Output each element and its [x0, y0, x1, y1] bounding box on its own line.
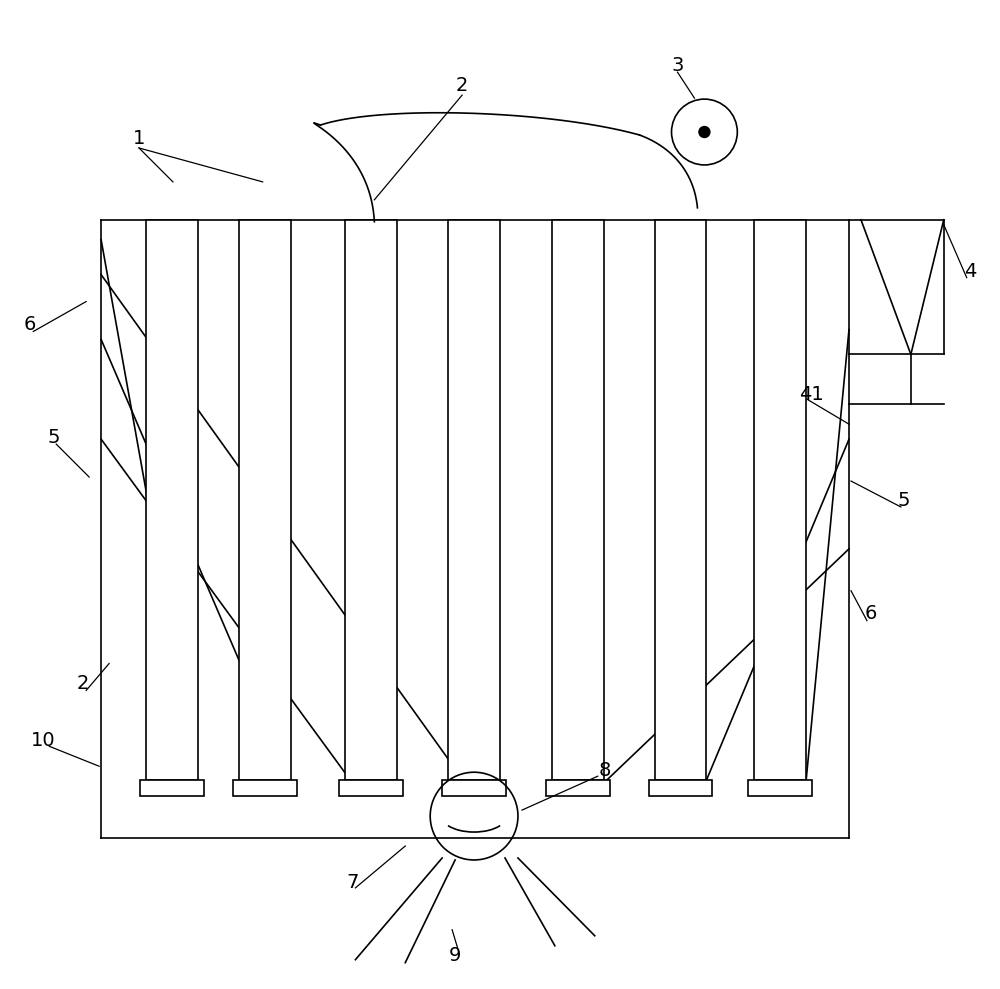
Bar — [754, 220, 806, 780]
Text: 5: 5 — [898, 492, 910, 510]
Text: 2: 2 — [77, 674, 89, 693]
Text: 8: 8 — [599, 761, 611, 779]
Text: 5: 5 — [47, 427, 60, 447]
Text: 6: 6 — [865, 604, 877, 623]
Text: 10: 10 — [31, 731, 56, 750]
Text: 41: 41 — [799, 385, 823, 404]
Bar — [239, 220, 291, 780]
Bar — [233, 780, 297, 796]
Bar — [552, 220, 604, 780]
Bar — [649, 780, 712, 796]
Bar — [345, 220, 397, 780]
Text: 7: 7 — [346, 873, 359, 892]
Bar — [655, 220, 706, 780]
Bar — [140, 780, 204, 796]
Bar — [546, 780, 610, 796]
Bar — [448, 220, 500, 780]
Text: 4: 4 — [964, 262, 977, 281]
Bar — [748, 780, 812, 796]
Bar — [442, 780, 506, 796]
Text: 3: 3 — [671, 55, 684, 75]
Text: 2: 2 — [456, 75, 468, 95]
Text: 6: 6 — [23, 315, 36, 334]
Circle shape — [699, 127, 710, 137]
Text: 9: 9 — [449, 946, 461, 965]
Bar — [146, 220, 198, 780]
Text: 1: 1 — [133, 129, 145, 147]
Bar — [339, 780, 403, 796]
